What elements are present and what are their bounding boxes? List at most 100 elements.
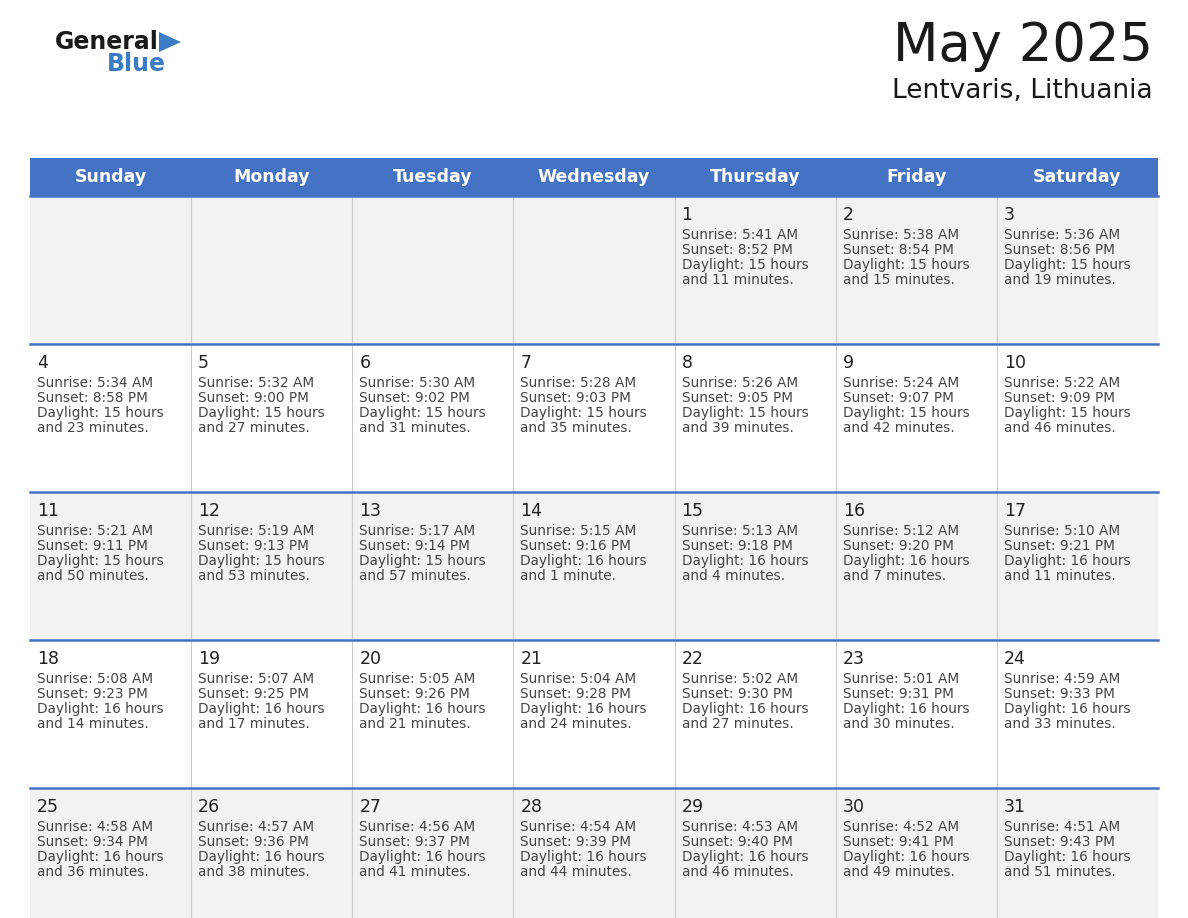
- Text: 23: 23: [842, 650, 865, 668]
- Text: Daylight: 15 hours: Daylight: 15 hours: [682, 406, 808, 420]
- Text: Sunrise: 5:10 AM: Sunrise: 5:10 AM: [1004, 524, 1120, 538]
- Text: Daylight: 15 hours: Daylight: 15 hours: [37, 554, 164, 568]
- Text: Sunrise: 5:12 AM: Sunrise: 5:12 AM: [842, 524, 959, 538]
- Text: and 23 minutes.: and 23 minutes.: [37, 421, 148, 435]
- Text: 2: 2: [842, 206, 854, 224]
- Text: Sunset: 9:21 PM: Sunset: 9:21 PM: [1004, 539, 1114, 553]
- Text: May 2025: May 2025: [893, 20, 1154, 72]
- Text: Sunrise: 5:38 AM: Sunrise: 5:38 AM: [842, 228, 959, 242]
- Text: 3: 3: [1004, 206, 1015, 224]
- Text: 1: 1: [682, 206, 693, 224]
- Text: 12: 12: [198, 502, 220, 520]
- Text: Sunrise: 5:22 AM: Sunrise: 5:22 AM: [1004, 376, 1120, 390]
- Text: Sunday: Sunday: [75, 168, 146, 186]
- Text: Daylight: 15 hours: Daylight: 15 hours: [842, 258, 969, 272]
- Bar: [30, 640, 1158, 788]
- Text: Daylight: 16 hours: Daylight: 16 hours: [842, 554, 969, 568]
- Text: Sunset: 8:58 PM: Sunset: 8:58 PM: [37, 391, 147, 405]
- Text: Sunrise: 5:28 AM: Sunrise: 5:28 AM: [520, 376, 637, 390]
- Text: and 44 minutes.: and 44 minutes.: [520, 865, 632, 879]
- Text: 19: 19: [198, 650, 220, 668]
- Text: and 11 minutes.: and 11 minutes.: [682, 273, 794, 287]
- Text: General: General: [55, 30, 159, 54]
- Text: Daylight: 16 hours: Daylight: 16 hours: [1004, 850, 1131, 864]
- Bar: [30, 788, 1158, 918]
- Text: Sunrise: 5:26 AM: Sunrise: 5:26 AM: [682, 376, 797, 390]
- Text: and 19 minutes.: and 19 minutes.: [1004, 273, 1116, 287]
- Text: and 50 minutes.: and 50 minutes.: [37, 569, 148, 583]
- Text: Sunset: 9:02 PM: Sunset: 9:02 PM: [359, 391, 470, 405]
- Text: and 51 minutes.: and 51 minutes.: [1004, 865, 1116, 879]
- Bar: [30, 196, 1158, 344]
- Text: and 27 minutes.: and 27 minutes.: [682, 717, 794, 731]
- Text: Lentvaris, Lithuania: Lentvaris, Lithuania: [892, 78, 1154, 104]
- Text: 13: 13: [359, 502, 381, 520]
- Text: and 11 minutes.: and 11 minutes.: [1004, 569, 1116, 583]
- Text: Sunset: 9:33 PM: Sunset: 9:33 PM: [1004, 687, 1114, 701]
- Text: Sunset: 9:36 PM: Sunset: 9:36 PM: [198, 835, 309, 849]
- Text: Friday: Friday: [886, 168, 947, 186]
- Text: and 38 minutes.: and 38 minutes.: [198, 865, 310, 879]
- Text: 9: 9: [842, 354, 854, 372]
- Text: Daylight: 16 hours: Daylight: 16 hours: [359, 702, 486, 716]
- Text: Daylight: 15 hours: Daylight: 15 hours: [359, 554, 486, 568]
- Text: Sunset: 9:41 PM: Sunset: 9:41 PM: [842, 835, 954, 849]
- Bar: [30, 492, 1158, 640]
- Text: and 49 minutes.: and 49 minutes.: [842, 865, 955, 879]
- Text: Sunrise: 5:21 AM: Sunrise: 5:21 AM: [37, 524, 153, 538]
- Text: Sunset: 9:03 PM: Sunset: 9:03 PM: [520, 391, 631, 405]
- Text: Sunset: 9:05 PM: Sunset: 9:05 PM: [682, 391, 792, 405]
- Text: 8: 8: [682, 354, 693, 372]
- Text: and 41 minutes.: and 41 minutes.: [359, 865, 470, 879]
- Text: 27: 27: [359, 798, 381, 816]
- Text: Sunrise: 5:04 AM: Sunrise: 5:04 AM: [520, 672, 637, 686]
- Text: and 17 minutes.: and 17 minutes.: [198, 717, 310, 731]
- Text: Sunset: 9:11 PM: Sunset: 9:11 PM: [37, 539, 147, 553]
- Text: Sunset: 9:23 PM: Sunset: 9:23 PM: [37, 687, 147, 701]
- Text: Daylight: 15 hours: Daylight: 15 hours: [1004, 406, 1131, 420]
- Text: Sunset: 9:34 PM: Sunset: 9:34 PM: [37, 835, 147, 849]
- Text: Wednesday: Wednesday: [538, 168, 650, 186]
- Text: Sunset: 9:00 PM: Sunset: 9:00 PM: [198, 391, 309, 405]
- Text: Sunset: 9:28 PM: Sunset: 9:28 PM: [520, 687, 631, 701]
- Text: Sunset: 9:13 PM: Sunset: 9:13 PM: [198, 539, 309, 553]
- Bar: [30, 158, 1158, 196]
- Text: 21: 21: [520, 650, 543, 668]
- Text: Sunrise: 4:53 AM: Sunrise: 4:53 AM: [682, 820, 797, 834]
- Text: Daylight: 16 hours: Daylight: 16 hours: [682, 702, 808, 716]
- Text: Sunset: 9:31 PM: Sunset: 9:31 PM: [842, 687, 954, 701]
- Text: 20: 20: [359, 650, 381, 668]
- Text: and 35 minutes.: and 35 minutes.: [520, 421, 632, 435]
- Text: Sunrise: 4:52 AM: Sunrise: 4:52 AM: [842, 820, 959, 834]
- Text: Sunset: 9:09 PM: Sunset: 9:09 PM: [1004, 391, 1114, 405]
- Text: Daylight: 15 hours: Daylight: 15 hours: [842, 406, 969, 420]
- Text: Sunrise: 5:15 AM: Sunrise: 5:15 AM: [520, 524, 637, 538]
- Text: 6: 6: [359, 354, 371, 372]
- Text: 16: 16: [842, 502, 865, 520]
- Text: Daylight: 16 hours: Daylight: 16 hours: [842, 702, 969, 716]
- Text: Daylight: 16 hours: Daylight: 16 hours: [1004, 554, 1131, 568]
- Text: Daylight: 16 hours: Daylight: 16 hours: [682, 850, 808, 864]
- Text: Thursday: Thursday: [710, 168, 801, 186]
- Text: 30: 30: [842, 798, 865, 816]
- Text: Sunset: 8:56 PM: Sunset: 8:56 PM: [1004, 243, 1114, 257]
- Text: and 46 minutes.: and 46 minutes.: [1004, 421, 1116, 435]
- Text: Sunset: 9:18 PM: Sunset: 9:18 PM: [682, 539, 792, 553]
- Text: and 46 minutes.: and 46 minutes.: [682, 865, 794, 879]
- Text: and 31 minutes.: and 31 minutes.: [359, 421, 470, 435]
- Text: 28: 28: [520, 798, 543, 816]
- Text: Sunrise: 4:58 AM: Sunrise: 4:58 AM: [37, 820, 153, 834]
- Text: Sunset: 9:37 PM: Sunset: 9:37 PM: [359, 835, 470, 849]
- Text: Sunrise: 4:56 AM: Sunrise: 4:56 AM: [359, 820, 475, 834]
- Bar: [30, 344, 1158, 492]
- Text: 31: 31: [1004, 798, 1026, 816]
- Text: 4: 4: [37, 354, 48, 372]
- Text: Daylight: 15 hours: Daylight: 15 hours: [1004, 258, 1131, 272]
- Text: Sunrise: 5:36 AM: Sunrise: 5:36 AM: [1004, 228, 1120, 242]
- Text: and 36 minutes.: and 36 minutes.: [37, 865, 148, 879]
- Text: and 30 minutes.: and 30 minutes.: [842, 717, 954, 731]
- Text: 15: 15: [682, 502, 703, 520]
- Text: Sunrise: 5:30 AM: Sunrise: 5:30 AM: [359, 376, 475, 390]
- Text: 26: 26: [198, 798, 220, 816]
- Text: Sunset: 9:20 PM: Sunset: 9:20 PM: [842, 539, 954, 553]
